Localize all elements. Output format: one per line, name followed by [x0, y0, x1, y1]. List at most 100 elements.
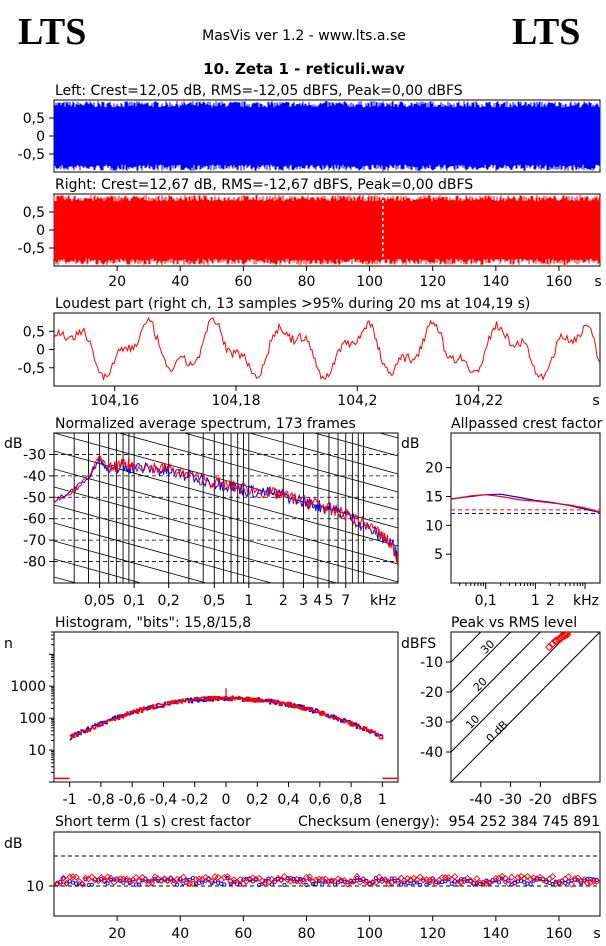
logo-right: LTS	[512, 11, 580, 53]
histogram-xtick-label: -0,8	[87, 792, 114, 808]
spectrum-slope-line	[182, 433, 398, 493]
short-term-point-red	[350, 877, 358, 885]
peak-vs-rms-diagonal-label: 0 dB	[484, 718, 511, 745]
short-term-point-red	[224, 873, 232, 881]
short-term-point-blue	[61, 876, 66, 881]
right-waveform-ytick-label: -0,5	[18, 241, 45, 257]
short-term-point-red	[189, 880, 197, 888]
allpassed-xtick-label: 2	[546, 593, 555, 609]
spectrum-slope-line	[248, 433, 398, 475]
short-term-point-blue	[487, 880, 492, 885]
spectrum-ytick-label: -70	[23, 533, 46, 549]
loudest-part-xtick-label: 104,18	[212, 393, 261, 409]
left-waveform-title: Left: Crest=12,05 dB, RMS=-12,05 dBFS, P…	[55, 83, 463, 99]
right-waveform-xtick-label: 20	[108, 274, 126, 290]
short-term-point-blue	[528, 882, 533, 887]
short-term-point-red	[549, 873, 557, 880]
allpassed-series-1	[450, 494, 601, 513]
allpassed-ytick-label: 5	[434, 547, 443, 563]
spectrum-ytick-label: -30	[23, 447, 46, 463]
peak-vs-rms-xtick-label: -20	[529, 792, 552, 808]
short-term-point-blue	[149, 878, 154, 883]
short-term-point-red	[451, 873, 459, 881]
short-term-point-red	[429, 875, 437, 883]
peak-vs-rms-diagonal	[451, 632, 600, 782]
peak-vs-rms-diagonal-label: 30	[478, 638, 497, 657]
histogram-series-red	[69, 695, 384, 740]
short-term-point-blue	[332, 882, 337, 887]
short-term-point-red	[78, 880, 86, 888]
histogram-xtick-label: 0,2	[246, 792, 268, 808]
short-term-xtick-label: 60	[234, 926, 252, 942]
short-term-point-blue	[304, 882, 309, 888]
short-term-point-blue	[377, 878, 382, 883]
spectrum-slope-line	[313, 433, 398, 457]
short-term-point-red	[574, 874, 582, 882]
spectrum-grid	[54, 307, 398, 762]
right-waveform-xtick-label: 40	[171, 274, 189, 290]
spectrum-xtick-label: 3	[299, 593, 308, 609]
report-header: LTS LTS MasVis ver 1.2 - www.lts.a.se 10…	[18, 11, 580, 78]
spectrum-xtick-label: 0,2	[158, 593, 180, 609]
left-waveform-ytick-label: 0,5	[23, 111, 45, 127]
short-term-xtick-label: 20	[108, 926, 126, 942]
histogram-xtick-label: -0,2	[181, 792, 208, 808]
app-title: MasVis ver 1.2 - www.lts.a.se	[202, 28, 406, 44]
short-term-point-blue	[64, 881, 69, 886]
short-term-point-blue	[427, 880, 432, 885]
short-term-ytick-label: 10	[26, 879, 44, 895]
left-waveform-ytick-label: -0,5	[18, 147, 45, 163]
spectrum-slope-line	[54, 307, 398, 402]
spectrum-slope-line	[54, 540, 208, 583]
short-term-point-red	[179, 873, 187, 881]
spectrum-slope-line	[54, 504, 338, 583]
histogram-ytick-label: 100	[19, 711, 46, 727]
short-term-point-blue	[493, 878, 498, 883]
short-term-point-red	[467, 877, 475, 884]
short-term-point-blue	[105, 881, 110, 886]
short-term-point-red	[514, 873, 522, 881]
peak-vs-rms-point	[561, 632, 570, 640]
short-term-point-red	[593, 877, 601, 885]
short-term-point-red	[508, 873, 516, 881]
short-term-xtick-label: 80	[298, 926, 316, 942]
short-term-point-red	[132, 874, 140, 881]
histogram-xtick-label: 0,8	[340, 792, 362, 808]
right-waveform-xtick-label: 120	[419, 274, 446, 290]
right-waveform-ytick-label: 0,5	[23, 205, 45, 221]
spectrum-slope-line	[54, 667, 398, 762]
short-term-xtick-label: 120	[419, 926, 446, 942]
short-term-point-blue	[506, 878, 511, 883]
allpassed-xunit-label: kHz	[573, 593, 599, 609]
short-term-point-red	[104, 873, 112, 881]
spectrum-xtick-label: 0,05	[84, 593, 115, 609]
short-term-xtick-label: 140	[482, 926, 509, 942]
short-term-xtick-label: 40	[171, 926, 189, 942]
right-waveform-xtick-label: 60	[234, 274, 252, 290]
short-term-point-red	[258, 877, 266, 885]
peak-vs-rms-diagonal	[451, 632, 571, 753]
spectrum-slope-line	[54, 631, 398, 726]
peak-vs-rms-point	[557, 632, 567, 641]
loudest-part-xtick-label: 104,16	[90, 393, 139, 409]
short-term-point-red	[457, 878, 465, 886]
short-term-point-red	[353, 873, 361, 880]
peak-vs-rms-title: Peak vs RMS level	[451, 615, 577, 631]
short-term-point-blue	[509, 882, 514, 887]
short-term-point-blue	[137, 882, 142, 887]
peak-vs-rms-diagonal-label: 10	[463, 713, 482, 732]
short-term-point-blue	[216, 880, 221, 885]
short-term-point-red	[299, 878, 307, 886]
short-term-point-blue	[279, 878, 284, 883]
peak-vs-rms-xlabel: dBFS	[562, 792, 597, 808]
short-term-point-blue	[329, 879, 334, 884]
allpassed-xtick-label: 1	[531, 593, 540, 609]
peak-vs-rms-ytick-label: -10	[420, 655, 443, 671]
spectrum-xlabel: kHz	[370, 593, 396, 609]
spectrum-ytick-label: -80	[23, 555, 46, 571]
peak-vs-rms-ytick-label: -40	[420, 745, 443, 761]
histogram-xtick-label: 0	[222, 792, 231, 808]
short-term-xtick-label: 100	[356, 926, 383, 942]
